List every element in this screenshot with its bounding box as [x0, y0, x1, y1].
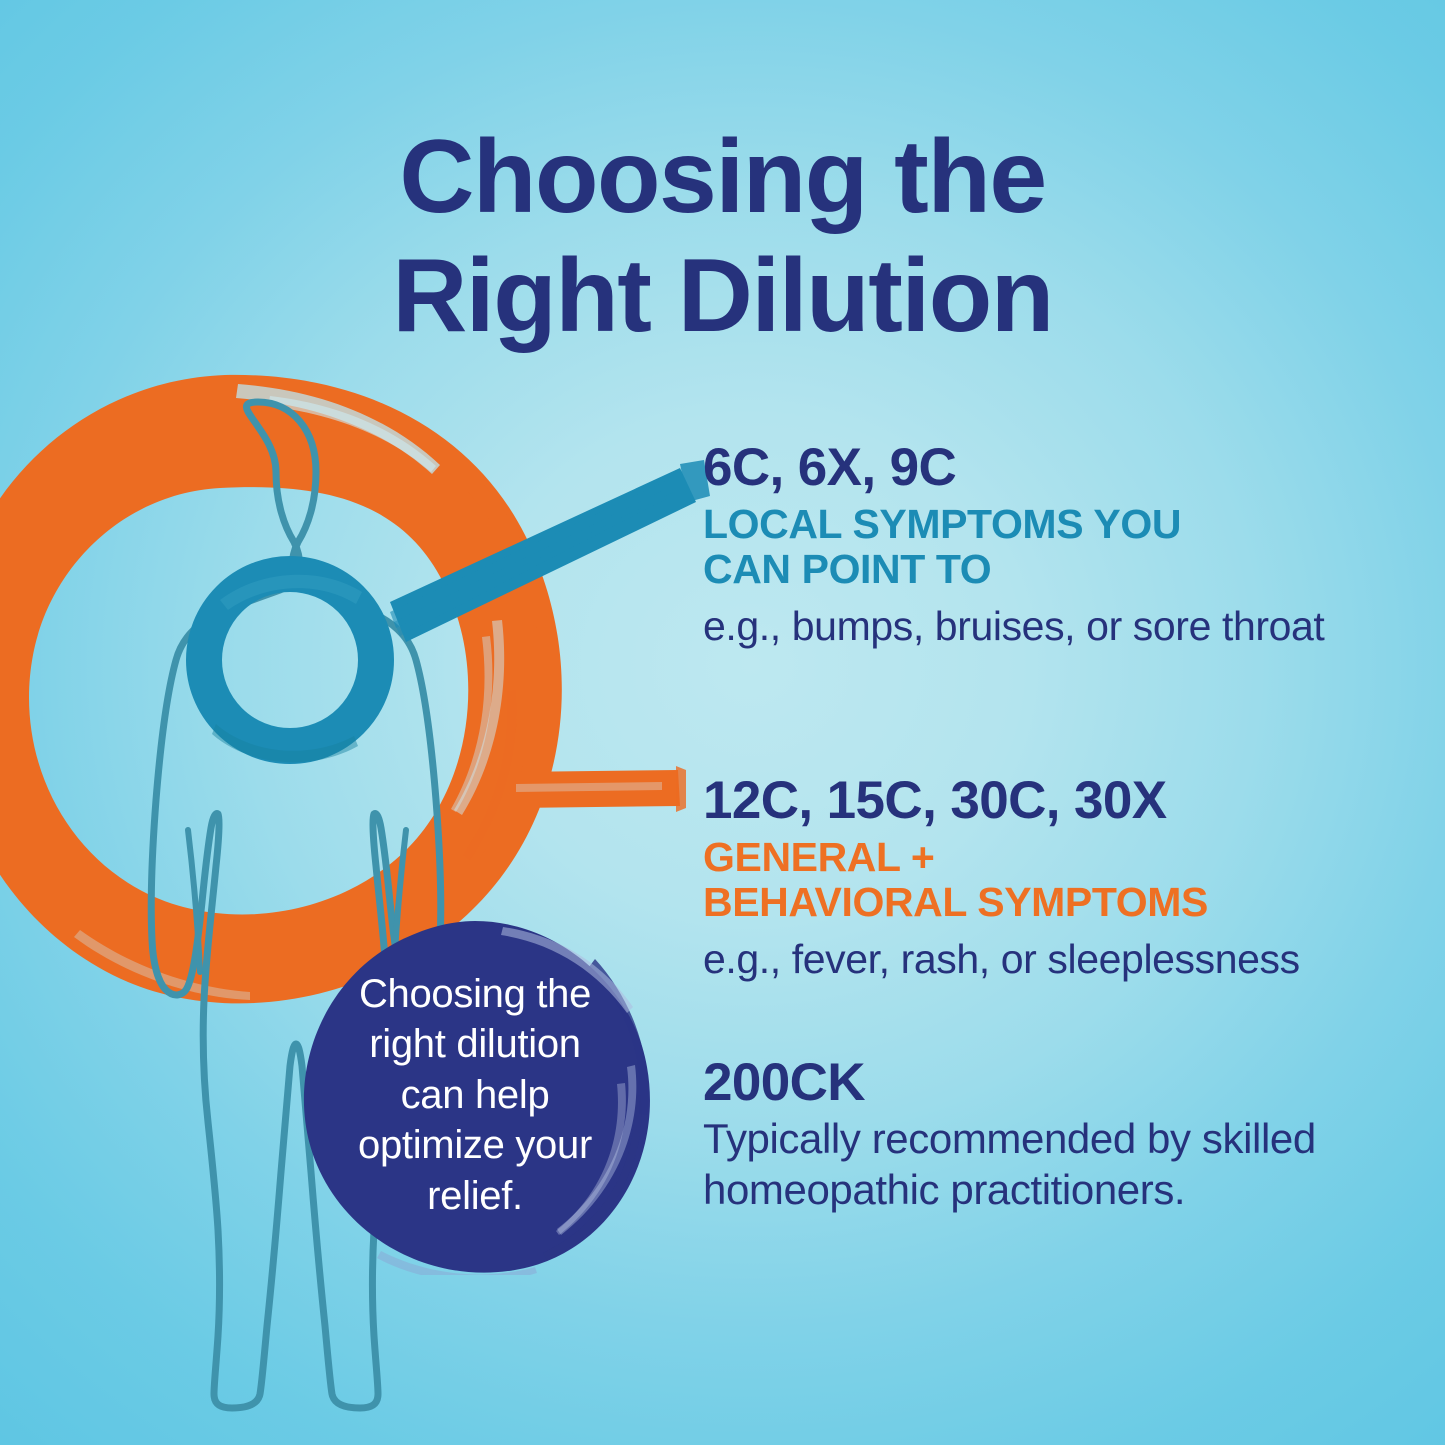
dose-label-mid: 12C, 15C, 30C, 30X [703, 771, 1167, 830]
orange-brush-ring [0, 374, 562, 1004]
dilution-item-high: 200CK Typically recommended by skilled h… [703, 1055, 1403, 1215]
description-line-1: Typically recommended by skilled [703, 1115, 1316, 1163]
category-line-2: BEHAVIORAL SYMPTOMS [703, 879, 1208, 926]
illustration-group [0, 360, 720, 1445]
description-text-high: Typically recommended by skilled homeopa… [703, 1114, 1403, 1215]
category-label-low: LOCAL SYMPTOMS YOU CAN POINT TO [703, 502, 1403, 592]
description-line-2: homeopathic practitioners. [703, 1165, 1186, 1213]
dilution-item-mid: 12C, 15C, 30C, 30X GENERAL + BEHAVIORAL … [703, 773, 1423, 984]
page-title: Choosing the Right Dilution [0, 118, 1445, 355]
example-text-mid: e.g., fever, rash, or sleeplessness [703, 936, 1300, 983]
dilution-item-low: 6C, 6X, 9C LOCAL SYMPTOMS YOU CAN POINT … [703, 440, 1403, 651]
highlight-badge: Choosing the right dilution can help opt… [295, 915, 655, 1275]
orange-dash-pointer [512, 766, 686, 812]
badge-text: Choosing the right dilution can help opt… [358, 972, 592, 1218]
category-line-1: GENERAL + [703, 834, 935, 881]
magnifying-glass [186, 460, 710, 764]
dose-label-low: 6C, 6X, 9C [703, 438, 957, 497]
navy-brush-circle [303, 921, 650, 1275]
dose-label-high: 200CK [703, 1053, 866, 1112]
category-line-1: LOCAL SYMPTOMS YOU [703, 501, 1182, 548]
title-line-2: Right Dilution [392, 237, 1054, 354]
category-label-mid: GENERAL + BEHAVIORAL SYMPTOMS [703, 835, 1423, 925]
category-line-2: CAN POINT TO [703, 546, 992, 593]
title-line-1: Choosing the [399, 119, 1047, 235]
example-text-low: e.g., bumps, bruises, or sore throat [703, 603, 1325, 650]
